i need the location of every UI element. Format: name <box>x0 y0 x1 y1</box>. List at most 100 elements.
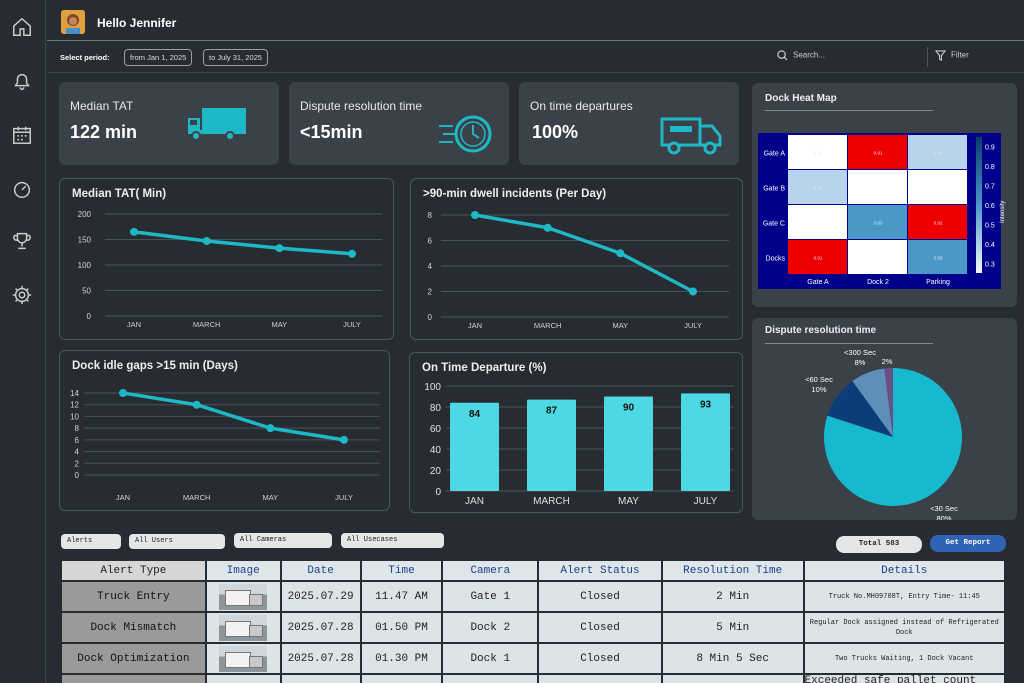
home-icon[interactable] <box>11 16 33 38</box>
kpi-card-dispute-time: Dispute resolution time <15min <box>289 82 509 165</box>
table-row[interactable]: Exceeded safe pallet count <box>60 673 1007 683</box>
column-header[interactable]: Date <box>279 559 362 582</box>
cell-label: 0.59 <box>934 256 943 261</box>
camera-cell: Dock 1 <box>441 642 540 675</box>
kpi-card-median-tat: Median TAT 122 min <box>59 82 279 165</box>
row-label: Gate A <box>764 151 786 158</box>
colorbar-tick: 0.9 <box>985 145 995 152</box>
data-label: 90 <box>623 403 635 414</box>
time-cell: 01.30 PM <box>359 642 444 675</box>
slice-label: <300 Sec <box>844 348 876 357</box>
search-input[interactable]: Search... <box>777 50 825 61</box>
cell-label: 0.63 <box>874 221 883 226</box>
median-tat-plot: 0 50 100 150 200 JAN MARCH MAY JULY <box>78 210 382 329</box>
x-tick-label: MAY <box>618 496 639 507</box>
data-point <box>119 389 127 397</box>
chart-title: Dock idle gaps >15 min (Days) <box>72 360 238 372</box>
table-row[interactable]: Dock Optimization 2025.07.28 01.30 PM Do… <box>60 642 1007 675</box>
data-point <box>616 249 625 258</box>
x-tick-label: JULY <box>694 496 718 507</box>
alert-type-cell: Dock Mismatch <box>60 611 207 644</box>
gear-icon[interactable] <box>11 284 33 306</box>
cameras-filter[interactable]: All Cameras <box>234 533 332 548</box>
truck-thumbnail[interactable] <box>219 645 268 672</box>
data-point <box>192 400 201 409</box>
alert-type-cell: Truck Entry <box>60 580 207 613</box>
kpi-card-on-time-departures: On time departures 100% <box>519 82 739 165</box>
heat-cell <box>848 170 907 204</box>
gauge-icon[interactable] <box>11 178 33 200</box>
data-point <box>202 237 211 246</box>
colorbar-tick: 0.8 <box>985 164 995 171</box>
x-tick-label: JAN <box>465 496 484 507</box>
column-header[interactable]: Resolution Time <box>660 559 805 582</box>
time-cell <box>359 673 444 683</box>
users-filter[interactable]: All Users <box>129 534 225 549</box>
alerts-filter[interactable]: Alerts <box>61 534 121 549</box>
pie-slice <box>884 368 893 437</box>
row-label: Gate C <box>763 221 785 228</box>
y-tick-label: 4 <box>428 262 433 271</box>
trophy-icon[interactable] <box>11 230 33 252</box>
resolution-cell: 2 Min <box>660 580 805 613</box>
column-header[interactable]: Time <box>359 559 444 582</box>
y-tick-label: 100 <box>424 382 441 393</box>
from-date-picker[interactable]: from Jan 1, 2025 <box>124 49 193 66</box>
y-tick-label: 20 <box>430 466 442 477</box>
filter-button[interactable]: Filter <box>934 50 969 61</box>
column-header[interactable]: Image <box>204 559 282 582</box>
y-tick-label: 8 <box>428 211 433 220</box>
total-badge: Total 583 <box>836 536 922 553</box>
calendar-icon[interactable] <box>11 124 33 146</box>
date-cell <box>279 673 362 683</box>
status-cell <box>537 673 663 683</box>
x-tick-label: MARCH <box>533 496 570 507</box>
table-row[interactable]: Truck Entry 2025.07.29 11.47 AM Gate 1 C… <box>60 580 1007 613</box>
title-underline <box>765 343 933 344</box>
details-cell: Exceeded safe pallet count <box>802 673 1007 683</box>
column-header[interactable]: Alert Status <box>537 559 663 582</box>
filter-label: Filter <box>951 50 969 60</box>
truck-thumbnail[interactable] <box>219 583 268 610</box>
x-tick-label: JULY <box>684 321 702 330</box>
camera-cell <box>441 673 540 683</box>
y-tick-label: 40 <box>430 445 442 456</box>
heat-cell <box>788 135 847 169</box>
data-point <box>275 244 284 253</box>
column-header[interactable]: Alert Type <box>60 559 207 582</box>
heat-cell <box>908 135 967 169</box>
usecases-filter[interactable]: All Usecases <box>341 533 444 548</box>
greeting: Hello Jennifer <box>97 16 177 30</box>
table-row[interactable]: Dock Mismatch 2025.07.28 01.50 PM Dock 2… <box>60 611 1007 644</box>
column-label: Dock 2 <box>867 279 889 286</box>
cell-label: 0.40 <box>814 186 823 191</box>
x-tick-label: MARCH <box>183 493 211 502</box>
status-cell: Closed <box>537 611 663 644</box>
column-header[interactable]: Details <box>802 559 1007 582</box>
on-time-departure-chart: On Time Departure (%) 0 20 40 60 80 100 84 JAN 8… <box>409 352 743 513</box>
to-date-picker[interactable]: to July 31, 2025 <box>203 49 268 66</box>
truck-thumbnail[interactable] <box>219 614 268 641</box>
period-label: Select period: <box>60 53 110 62</box>
kpi-value: 100% <box>532 122 579 142</box>
heat-cell <box>788 205 847 239</box>
y-tick-label: 100 <box>78 261 92 270</box>
chart-title: >90-min dwell incidents (Per Day) <box>423 188 607 200</box>
resolution-cell <box>660 673 805 683</box>
slice-percent: 80% <box>936 514 951 520</box>
y-tick-label: 10 <box>70 412 79 421</box>
image-cell[interactable] <box>204 642 282 675</box>
image-cell[interactable] <box>204 673 282 683</box>
heat-cell <box>788 240 847 274</box>
y-tick-label: 12 <box>70 401 79 410</box>
avatar[interactable] <box>61 10 85 34</box>
bell-icon[interactable] <box>11 70 33 92</box>
on-time-departure-plot: 0 20 40 60 80 100 84 JAN 87 MARCH 90 MAY 93 JULY <box>424 382 734 507</box>
heat-cell <box>788 170 847 204</box>
get-report-button[interactable]: Get Report <box>930 535 1006 552</box>
image-cell[interactable] <box>204 580 282 613</box>
column-header[interactable]: Camera <box>441 559 540 582</box>
image-cell[interactable] <box>204 611 282 644</box>
delivery-truck-icon <box>660 117 722 155</box>
x-tick-label: MAY <box>271 320 287 329</box>
